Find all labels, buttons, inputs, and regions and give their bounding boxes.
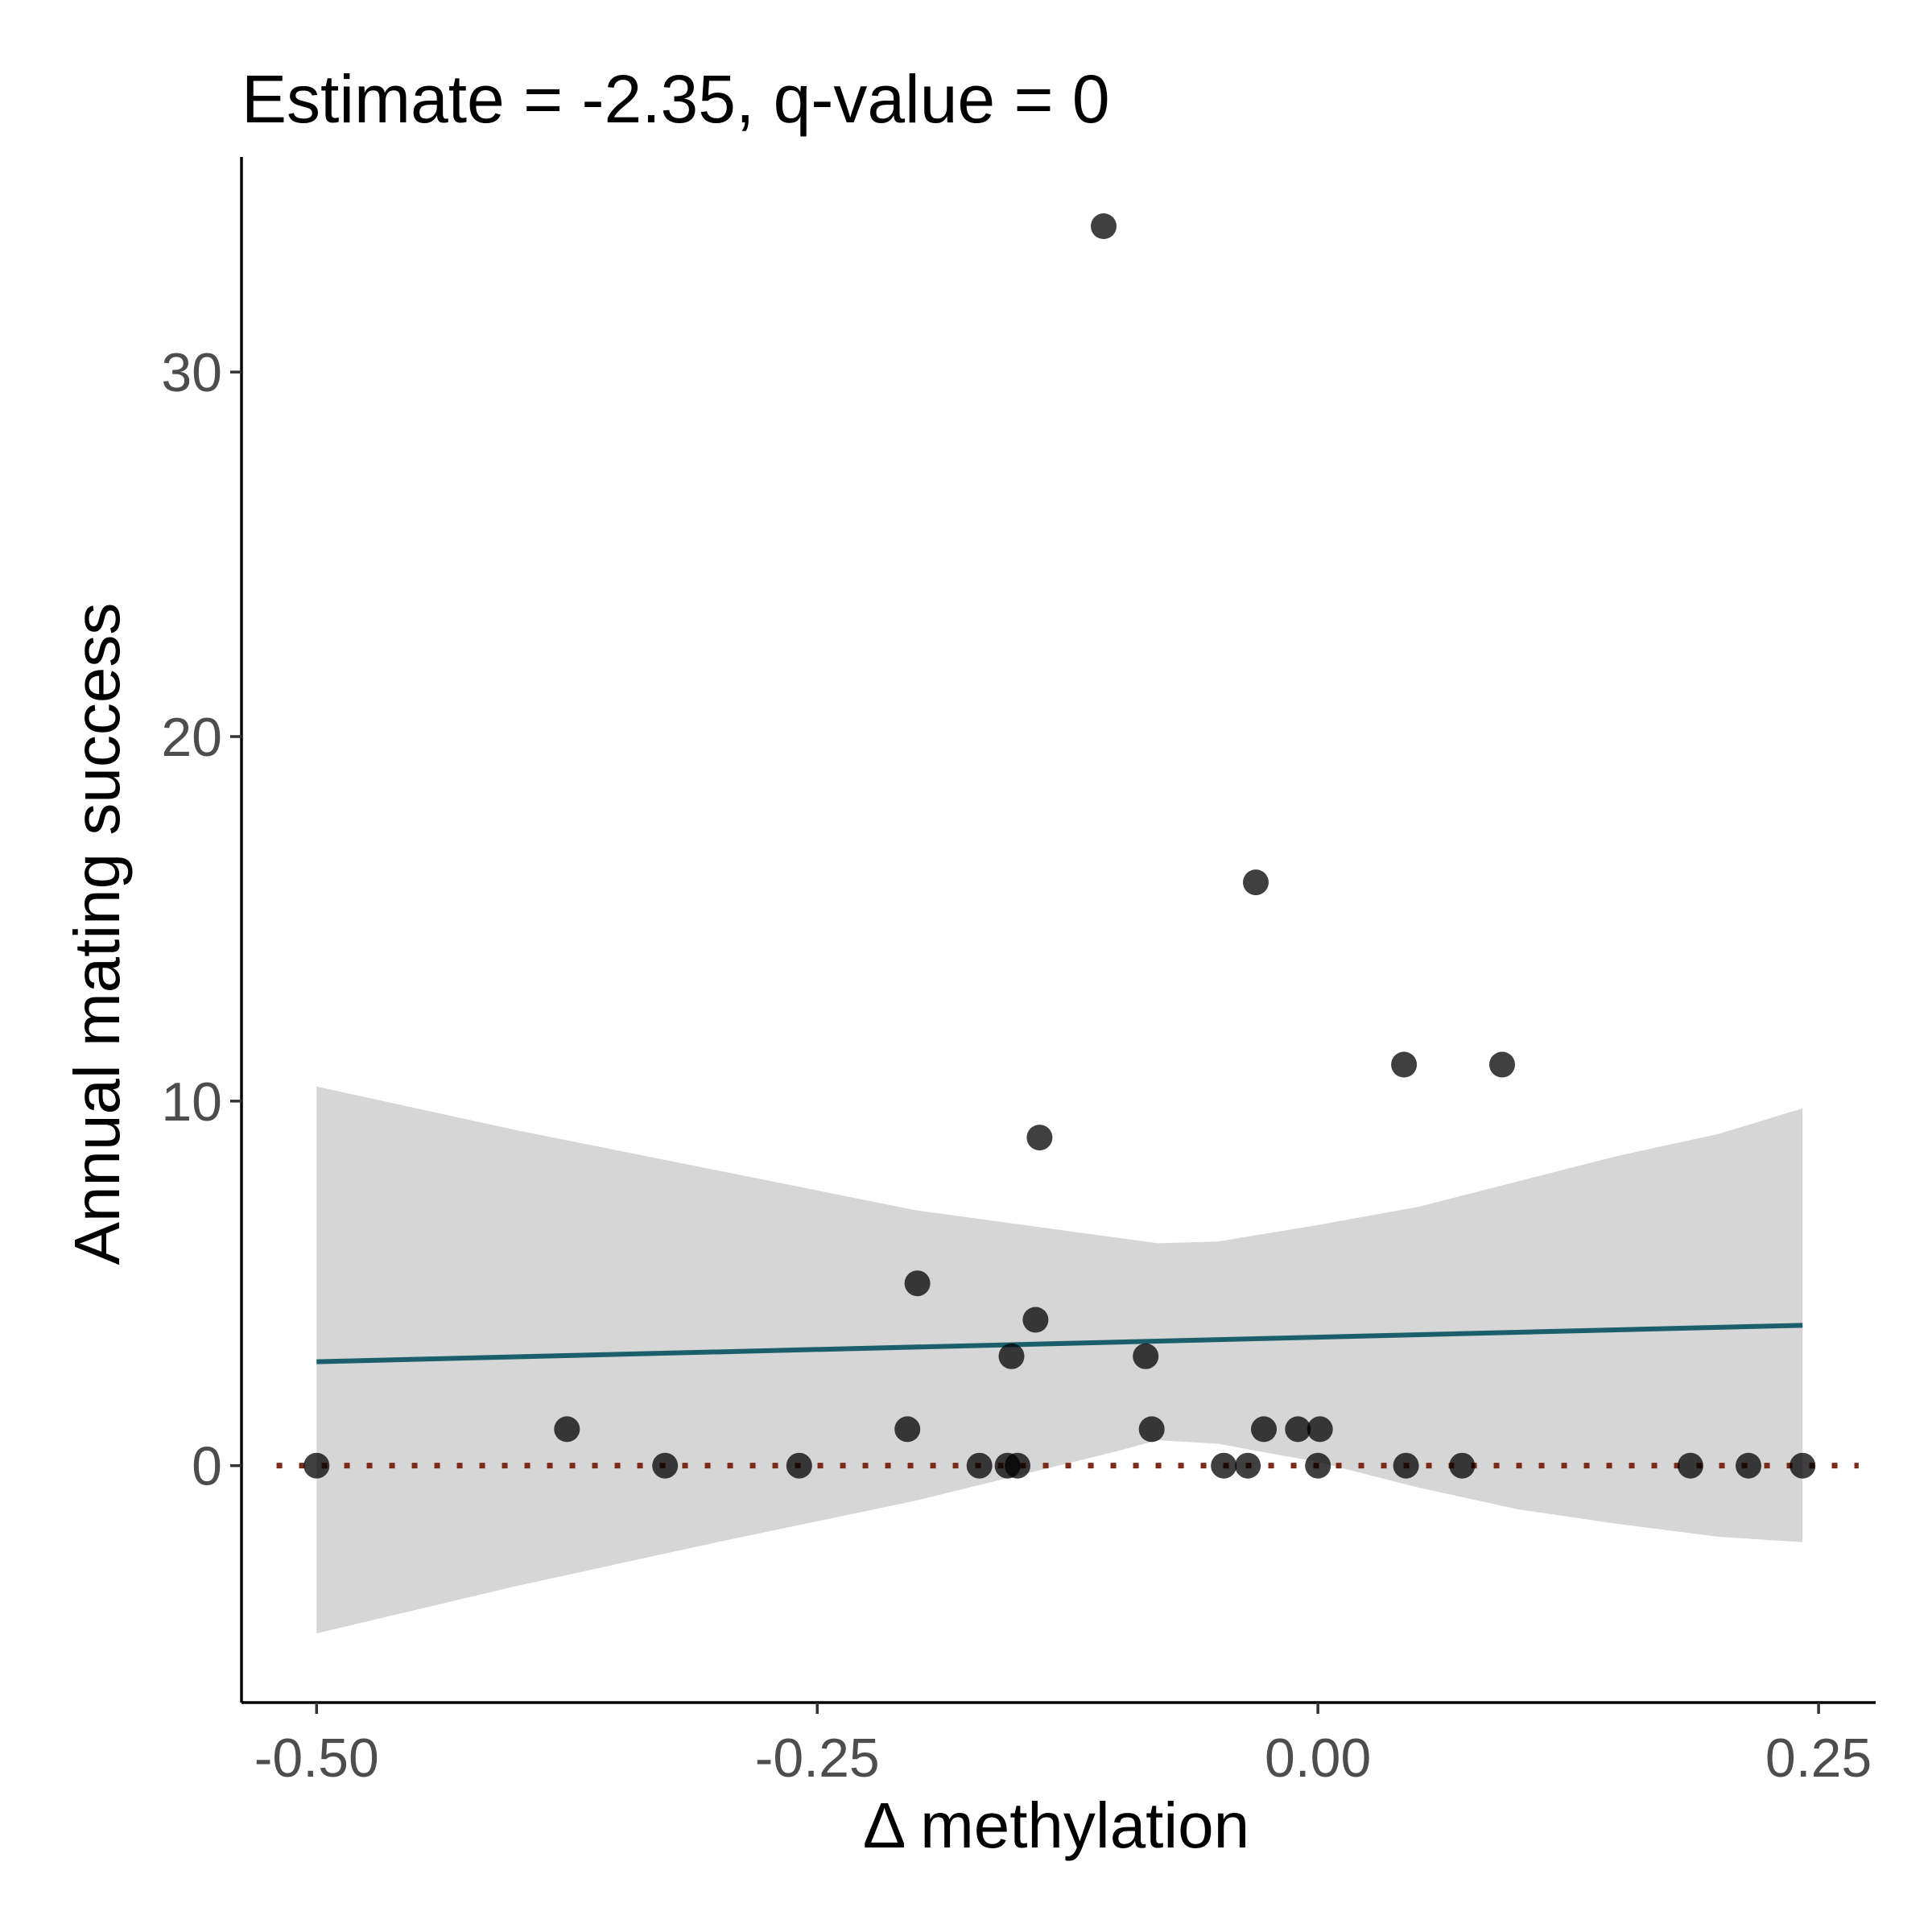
points-layer <box>303 213 1816 1479</box>
data-point <box>1243 869 1269 896</box>
tick-labels-layer: -0.50 -0.25 0.00 0.25 0 10 20 30 <box>161 342 1872 1789</box>
data-point <box>1285 1416 1311 1443</box>
confidence-band <box>316 1086 1803 1633</box>
data-point <box>894 1416 921 1443</box>
data-point <box>904 1270 931 1297</box>
x-tick-label: 0.00 <box>1265 1728 1371 1789</box>
data-point <box>1736 1452 1761 1479</box>
data-point <box>1489 1051 1515 1078</box>
data-point <box>1091 213 1117 239</box>
confidence-band-layer <box>316 1086 1803 1633</box>
data-point <box>1005 1452 1030 1479</box>
data-point <box>1211 1452 1237 1479</box>
y-tick-label: 0 <box>192 1436 222 1497</box>
data-point <box>652 1452 679 1479</box>
data-point <box>1677 1452 1703 1479</box>
data-point <box>1305 1452 1331 1479</box>
chart-title: Estimate = -2.35, q-value = 0 <box>242 61 1110 137</box>
data-point <box>1790 1452 1816 1479</box>
data-point <box>998 1343 1025 1369</box>
y-tick-label: 30 <box>161 342 222 403</box>
regression-line <box>316 1323 1803 1364</box>
regression-line-layer <box>316 1323 1803 1364</box>
x-axis-title: Δ methylation <box>863 1790 1249 1861</box>
data-point <box>1022 1307 1049 1333</box>
y-tick-label: 10 <box>161 1071 222 1133</box>
data-point <box>1138 1416 1165 1443</box>
data-point <box>1307 1416 1333 1443</box>
data-point <box>1251 1416 1277 1443</box>
data-point <box>1393 1452 1419 1479</box>
x-tick-label: -0.50 <box>254 1728 379 1789</box>
data-point <box>1133 1343 1159 1369</box>
y-axis-title: Annual mating success <box>61 603 133 1265</box>
data-point <box>1235 1452 1261 1479</box>
axes-layer <box>230 157 1876 1714</box>
data-point <box>303 1452 330 1479</box>
data-point <box>1391 1051 1418 1078</box>
x-tick-label: -0.25 <box>755 1728 880 1789</box>
y-tick-label: 20 <box>161 707 222 768</box>
data-point <box>1449 1452 1476 1479</box>
data-point <box>1026 1125 1053 1151</box>
data-point <box>966 1452 993 1479</box>
data-point <box>786 1452 812 1479</box>
data-point <box>554 1416 580 1443</box>
x-tick-label: 0.25 <box>1765 1728 1872 1789</box>
